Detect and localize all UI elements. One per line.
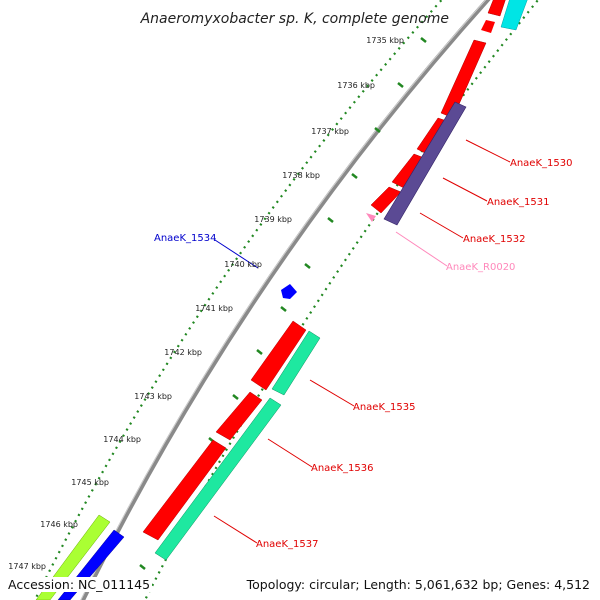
tick-label: 1738 kbp xyxy=(282,171,320,180)
gene-anaek-1537[interactable] xyxy=(142,439,227,541)
tick-label: 1741 kbp xyxy=(195,304,233,313)
tick-label: 1744 kbp xyxy=(103,435,141,444)
gene-red-small[interactable] xyxy=(481,20,495,33)
gene-anaek-1535[interactable] xyxy=(250,320,307,391)
gene-red-top[interactable] xyxy=(487,0,506,17)
tick-label: 1736 kbp xyxy=(337,81,375,90)
gene-anaek-1536[interactable] xyxy=(271,330,321,396)
tick-label: 1740 kbp xyxy=(224,260,262,269)
gene-label-anaek-1537[interactable]: AnaeK_1537 xyxy=(256,539,318,550)
gene-label-anaek-1534[interactable]: AnaeK_1534 xyxy=(154,233,216,244)
gene-label-anaek-1536[interactable]: AnaeK_1536 xyxy=(311,463,373,474)
gene-anaek-r0020[interactable] xyxy=(366,213,376,222)
gene-label-anaek-1532[interactable]: AnaeK_1532 xyxy=(463,234,525,245)
gene-label-anaek-1531[interactable]: AnaeK_1531 xyxy=(487,197,549,208)
gene-anaek-1534[interactable] xyxy=(281,284,297,299)
tick-label: 1746 kbp xyxy=(40,520,78,529)
leader-lines xyxy=(213,139,511,544)
tick-label: 1737 kbp xyxy=(311,127,349,136)
kbp-labels: 1735 kbp 1736 kbp 1737 kbp 1738 kbp 1739… xyxy=(8,36,404,571)
tick-label: 1745 kbp xyxy=(71,478,109,487)
outer-dotted-ring xyxy=(143,0,540,600)
inner-dotted-ring xyxy=(33,0,444,600)
gene-label-anaek-1535[interactable]: AnaeK_1535 xyxy=(353,402,415,413)
genome-backbone xyxy=(80,0,491,600)
features xyxy=(35,0,528,600)
topology-text: Topology: circular; Length: 5,061,632 bp… xyxy=(244,577,592,592)
tick-label: 1742 kbp xyxy=(164,348,202,357)
gene-label-anaek-r0020[interactable]: AnaeK_R0020 xyxy=(446,262,515,273)
tick-label: 1739 kbp xyxy=(254,215,292,224)
gene-labels: AnaeK_1530 AnaeK_1531 AnaeK_1532 AnaeK_R… xyxy=(154,158,572,550)
gene-anaek-1532[interactable] xyxy=(383,101,467,226)
tick-label: 1735 kbp xyxy=(366,36,404,45)
gene-teal-long[interactable] xyxy=(154,397,282,561)
accession-text: Accession: NC_011145 xyxy=(6,577,153,592)
tick-label: 1747 kbp xyxy=(8,562,46,571)
map-title: Anaeromyxobacter sp. K, complete genome xyxy=(140,11,449,27)
gene-red-c[interactable] xyxy=(370,186,402,214)
tick-label: 1743 kbp xyxy=(134,392,172,401)
gene-cyan-top[interactable] xyxy=(500,0,528,31)
gene-label-anaek-1530[interactable]: AnaeK_1530 xyxy=(510,158,572,169)
gene-red-d[interactable] xyxy=(215,391,263,441)
